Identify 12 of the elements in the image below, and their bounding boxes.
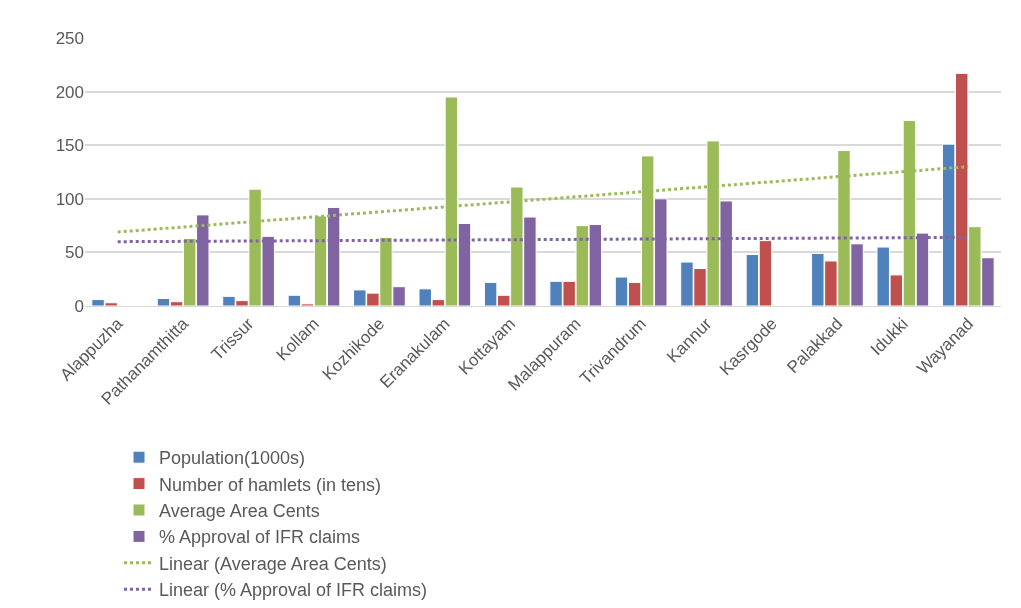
y-tick-label: 50 bbox=[65, 243, 84, 263]
y-tick-label: 0 bbox=[74, 296, 84, 316]
legend-label: Linear (Average Area Cents) bbox=[159, 553, 387, 574]
legend-label: Population(1000s) bbox=[159, 448, 306, 469]
y-tick-label: 250 bbox=[55, 28, 84, 48]
y-tick-label: 150 bbox=[55, 136, 84, 156]
y-tick-label: 200 bbox=[55, 82, 84, 102]
legend-label: Linear (% Approval of IFR claims) bbox=[159, 580, 428, 601]
legend-label: Number of hamlets (in tens) bbox=[159, 474, 382, 495]
y-tick-label: 100 bbox=[55, 189, 84, 209]
legend-label: % Approval of IFR claims bbox=[159, 527, 361, 548]
legend-label: Average Area Cents bbox=[159, 501, 320, 522]
